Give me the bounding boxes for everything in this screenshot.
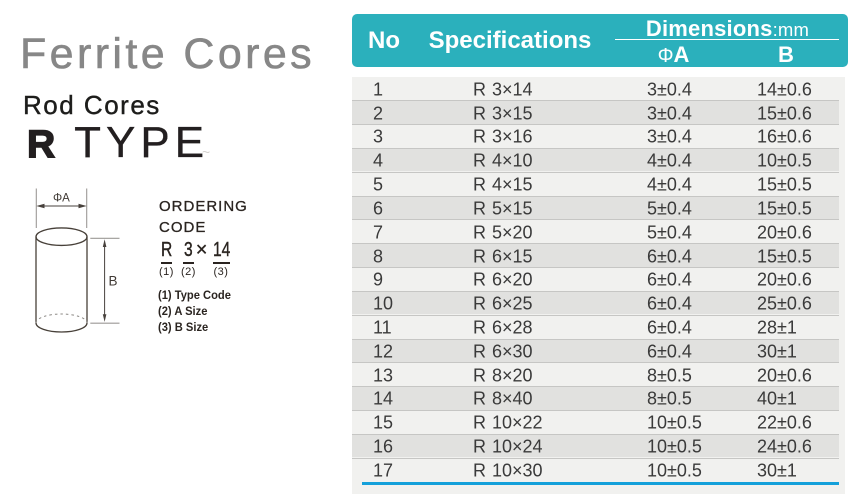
- svg-text:B: B: [109, 274, 118, 289]
- svg-text:ΦA: ΦA: [53, 193, 70, 205]
